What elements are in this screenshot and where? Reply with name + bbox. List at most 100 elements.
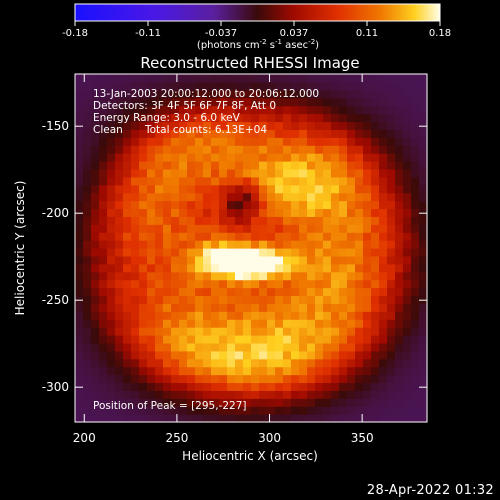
heatmap-cell <box>395 295 404 304</box>
heatmap-cell <box>139 319 148 328</box>
heatmap-cell <box>227 311 236 320</box>
heatmap-cell <box>211 161 220 170</box>
heatmap-cell <box>411 224 420 233</box>
heatmap-cell <box>283 248 292 257</box>
heatmap-cell <box>171 382 180 391</box>
heatmap-cell <box>107 279 116 289</box>
heatmap-cell <box>123 240 132 249</box>
heatmap-cell <box>307 287 316 297</box>
heatmap-cell <box>187 287 196 297</box>
heatmap-cell <box>203 208 212 217</box>
heatmap-cell <box>251 74 260 83</box>
heatmap-cell <box>323 216 332 225</box>
heatmap-cell <box>227 89 236 99</box>
heatmap-cell <box>83 287 92 297</box>
heatmap-cell <box>323 255 332 265</box>
heatmap-cell <box>243 145 252 154</box>
heatmap-cell <box>227 200 236 210</box>
heatmap-cell <box>419 358 428 368</box>
heatmap-cell <box>107 406 116 415</box>
heatmap-cell <box>323 382 332 391</box>
heatmap-cell <box>363 271 372 281</box>
heatmap-cell <box>347 176 356 186</box>
heatmap-cell <box>219 105 228 115</box>
heatmap-cell <box>411 382 420 391</box>
heatmap-cell <box>371 168 380 178</box>
heatmap-cell <box>347 200 356 210</box>
heatmap-cell <box>195 89 204 99</box>
heatmap-cell <box>371 192 380 202</box>
heatmap-cell <box>195 398 204 407</box>
heatmap-cell <box>355 366 364 376</box>
heatmap-cell <box>203 350 212 360</box>
heatmap-cell <box>155 406 164 415</box>
heatmap-cell <box>243 303 252 312</box>
heatmap-cell <box>235 137 244 146</box>
heatmap-cell <box>323 406 332 415</box>
heatmap-cell <box>323 176 332 186</box>
heatmap-cell <box>219 74 228 83</box>
heatmap-cell <box>227 224 236 233</box>
heatmap-cell <box>227 342 236 352</box>
heatmap-cell <box>387 398 396 407</box>
heatmap-cell <box>107 121 116 130</box>
heatmap-cell <box>99 263 108 273</box>
heatmap-cell <box>315 97 324 107</box>
heatmap-cell <box>259 358 268 368</box>
heatmap-cell <box>395 224 404 233</box>
heatmap-cell <box>147 192 156 202</box>
heatmap-cell <box>339 224 348 233</box>
heatmap-cell <box>371 263 380 273</box>
heatmap-cell <box>355 161 364 170</box>
heatmap-cell <box>91 303 100 312</box>
heatmap-cell <box>323 414 332 423</box>
heatmap-cell <box>219 216 228 225</box>
heatmap-cell <box>75 224 84 233</box>
heatmap-cell <box>419 74 428 83</box>
heatmap-cell <box>179 137 188 146</box>
x-tick-label: 300 <box>258 431 281 445</box>
heatmap-cell <box>307 248 316 257</box>
heatmap-cell <box>355 327 364 336</box>
heatmap-cell <box>83 184 92 194</box>
heatmap-cell <box>243 129 252 138</box>
heatmap-cell <box>203 390 212 399</box>
heatmap-cell <box>75 161 84 170</box>
heatmap-cell <box>299 200 308 210</box>
heatmap-cell <box>195 105 204 115</box>
heatmap-cell <box>123 366 132 376</box>
heatmap-cell <box>307 303 316 312</box>
heatmap-cell <box>403 113 412 123</box>
heatmap-cell <box>411 89 420 99</box>
heatmap-cell <box>131 216 140 225</box>
heatmap-cell <box>411 129 420 138</box>
colorbar <box>74 3 441 22</box>
heatmap-cell <box>139 287 148 297</box>
heatmap-cell <box>171 240 180 249</box>
heatmap-cell <box>131 303 140 312</box>
heatmap-cell <box>179 255 188 265</box>
heatmap-cell <box>251 366 260 376</box>
heatmap-cell <box>395 358 404 368</box>
heatmap-cell <box>243 105 252 115</box>
heatmap-cell <box>291 382 300 391</box>
heatmap-cell <box>139 89 148 99</box>
heatmap-cell <box>299 382 308 391</box>
heatmap-cell <box>371 208 380 217</box>
heatmap-cell <box>203 113 212 123</box>
heatmap-cell <box>91 168 100 178</box>
heatmap-cell <box>123 216 132 225</box>
heatmap-cell <box>131 366 140 376</box>
heatmap-cell <box>107 81 116 91</box>
heatmap-cell <box>267 176 276 186</box>
heatmap-cell <box>139 350 148 360</box>
heatmap-cell <box>355 232 364 241</box>
heatmap-cell <box>99 200 108 210</box>
heatmap-cell <box>379 105 388 115</box>
heatmap-cell <box>331 176 340 186</box>
heatmap-cell <box>371 311 380 320</box>
heatmap-cell <box>131 232 140 241</box>
heatmap-cell <box>155 192 164 202</box>
heatmap-cell <box>179 232 188 241</box>
heatmap-cell <box>275 121 284 130</box>
